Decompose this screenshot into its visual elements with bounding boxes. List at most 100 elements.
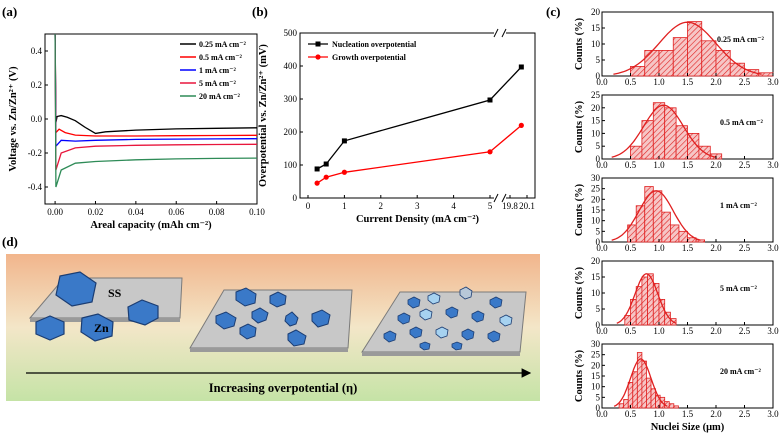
zn-nucleus-medium <box>269 291 287 308</box>
y-tick-label: 15 <box>591 371 601 381</box>
histogram-bar <box>729 62 745 77</box>
x-tick-label: 1.0 <box>653 326 665 336</box>
y-tick-label: 30 <box>591 173 601 183</box>
legend-label-0: Nucleation overpotential <box>332 40 417 49</box>
y-tick-label: 5 <box>596 226 601 236</box>
y-tick-label: 0.4 <box>31 46 43 56</box>
axis-break-mark-bottom-0 <box>493 193 499 203</box>
y-tick-label: 0 <box>596 237 601 247</box>
histogram-bar <box>661 211 671 243</box>
histogram-bar <box>635 286 643 326</box>
x-tick-label: 1.5 <box>682 409 694 419</box>
y-axis-label: Counts (%) <box>574 266 585 319</box>
zn-nucleus-small <box>435 326 449 339</box>
y-tick-label: 20 <box>591 360 601 370</box>
zn-nucleus-medium <box>215 311 237 330</box>
histogram-bar <box>632 371 638 409</box>
x-tick-label: 20.1 <box>519 201 535 211</box>
chart-b: 0 1 2 3 4 5 19.8 20.1 0 100 200 300 400 500 Current De… <box>258 28 536 225</box>
y-axis-label: Counts (%) <box>574 100 585 153</box>
histogram-bar <box>668 403 675 409</box>
x-tick-label: 0.0 <box>596 77 608 87</box>
chart-a: 0.00 0.02 0.04 0.06 0.08 0.10 -0.4 -0.2 0.0 0.2 0.… <box>8 33 265 231</box>
zn-nucleus-small <box>489 296 503 309</box>
y-tick-label: 10 <box>591 39 601 49</box>
x-tick-label: 2.0 <box>710 160 722 170</box>
y-tick-label: 15 <box>591 272 601 282</box>
histogram-label: 0.25 mA cm⁻² <box>717 35 764 44</box>
legend-marker-0 <box>315 41 321 47</box>
zn-nucleus-medium <box>251 307 269 324</box>
y-tick-label: 0 <box>596 320 601 330</box>
y-tick-label: 5 <box>596 304 601 314</box>
legend-label-3: 5 mA cm⁻² <box>199 79 236 88</box>
histogram-bar <box>630 145 643 160</box>
x-tick-label: 2.5 <box>739 326 751 336</box>
axis-break-mark-bottom-1 <box>501 193 507 203</box>
histogram-bar <box>646 377 652 409</box>
data-point-growth <box>323 174 329 180</box>
x-tick-label: 5 <box>488 201 493 211</box>
y-tick-label: 10 <box>591 216 601 226</box>
histogram-label: 20 mA cm⁻² <box>720 367 761 376</box>
x-tick-label: 0.0 <box>596 326 608 336</box>
histogram-label: 1 mA cm⁻² <box>720 201 757 210</box>
x-tick-label: 3 <box>415 201 420 211</box>
panel-label-c: (c) <box>546 4 560 19</box>
series-line-3 <box>54 33 258 171</box>
histogram-bar <box>672 37 688 77</box>
histogram-bar <box>627 381 634 409</box>
histogram-bar <box>670 224 680 243</box>
y-tick-label: 15 <box>591 23 601 33</box>
zn-nucleus-large <box>127 299 159 326</box>
x-tick-label: 0.06 <box>168 207 184 217</box>
data-point-nucleation <box>314 166 320 172</box>
data-point-nucleation <box>518 64 524 70</box>
y-tick-label: 0.0 <box>31 114 43 124</box>
y-tick-label: 15 <box>591 116 601 126</box>
x-tick-label: 2.5 <box>739 409 751 419</box>
zn-nucleus-small <box>383 330 397 343</box>
series-line-2 <box>54 33 258 148</box>
data-point-growth <box>487 149 493 155</box>
zn-nucleus-small <box>445 306 459 319</box>
histogram-bar <box>673 405 679 409</box>
zn-nucleus-small <box>419 341 431 351</box>
x-tick-label: 0.0 <box>596 160 608 170</box>
x-tick-label: 1.0 <box>653 243 665 253</box>
legend-label-0: 0.25 mA cm⁻² <box>199 40 246 49</box>
zn-nucleus-large <box>80 313 114 342</box>
series-line-4 <box>54 33 258 188</box>
legend-label-2: 1 mA cm⁻² <box>199 66 236 75</box>
histogram-bar <box>641 276 649 326</box>
x-tick-label: 2.0 <box>710 77 722 87</box>
data-point-growth <box>341 169 347 175</box>
histogram-label: 0.5 mA cm⁻² <box>720 118 763 127</box>
histogram-bar <box>623 399 629 409</box>
y-tick-label: 100 <box>284 160 298 170</box>
zn-nucleus-small <box>487 330 501 343</box>
x-tick-label: 3.0 <box>767 160 779 170</box>
zn-nucleus-medium <box>235 287 257 307</box>
x-tick-label: 1.5 <box>682 77 694 87</box>
gaussian-fit-curve <box>613 358 668 407</box>
histogram-bar <box>641 360 647 409</box>
legend-label-1: Growth overpotential <box>332 53 407 62</box>
y-tick-label: 15 <box>591 205 601 215</box>
histogram-label: 5 mA cm⁻² <box>720 284 757 293</box>
histogram-bar <box>701 40 717 77</box>
zn-nucleus-small <box>459 286 473 300</box>
zn-nucleus-medium <box>311 309 331 328</box>
x-tick-label: 0.0 <box>596 409 608 419</box>
y-tick-label: 5 <box>596 141 601 151</box>
y-tick-label: 20 <box>591 194 601 204</box>
zn-nucleus-large <box>55 271 97 307</box>
x-tick-label: 1.0 <box>653 409 665 419</box>
x-tick-label: 0.0 <box>596 243 608 253</box>
x-tick-label: 1.0 <box>653 160 665 170</box>
x-tick-label: 0.5 <box>625 160 637 170</box>
y-tick-label: 0 <box>596 403 601 413</box>
y-tick-label: 200 <box>284 127 298 137</box>
x-tick-label: 0.5 <box>625 77 637 87</box>
panel-label-a: (a) <box>2 4 17 19</box>
